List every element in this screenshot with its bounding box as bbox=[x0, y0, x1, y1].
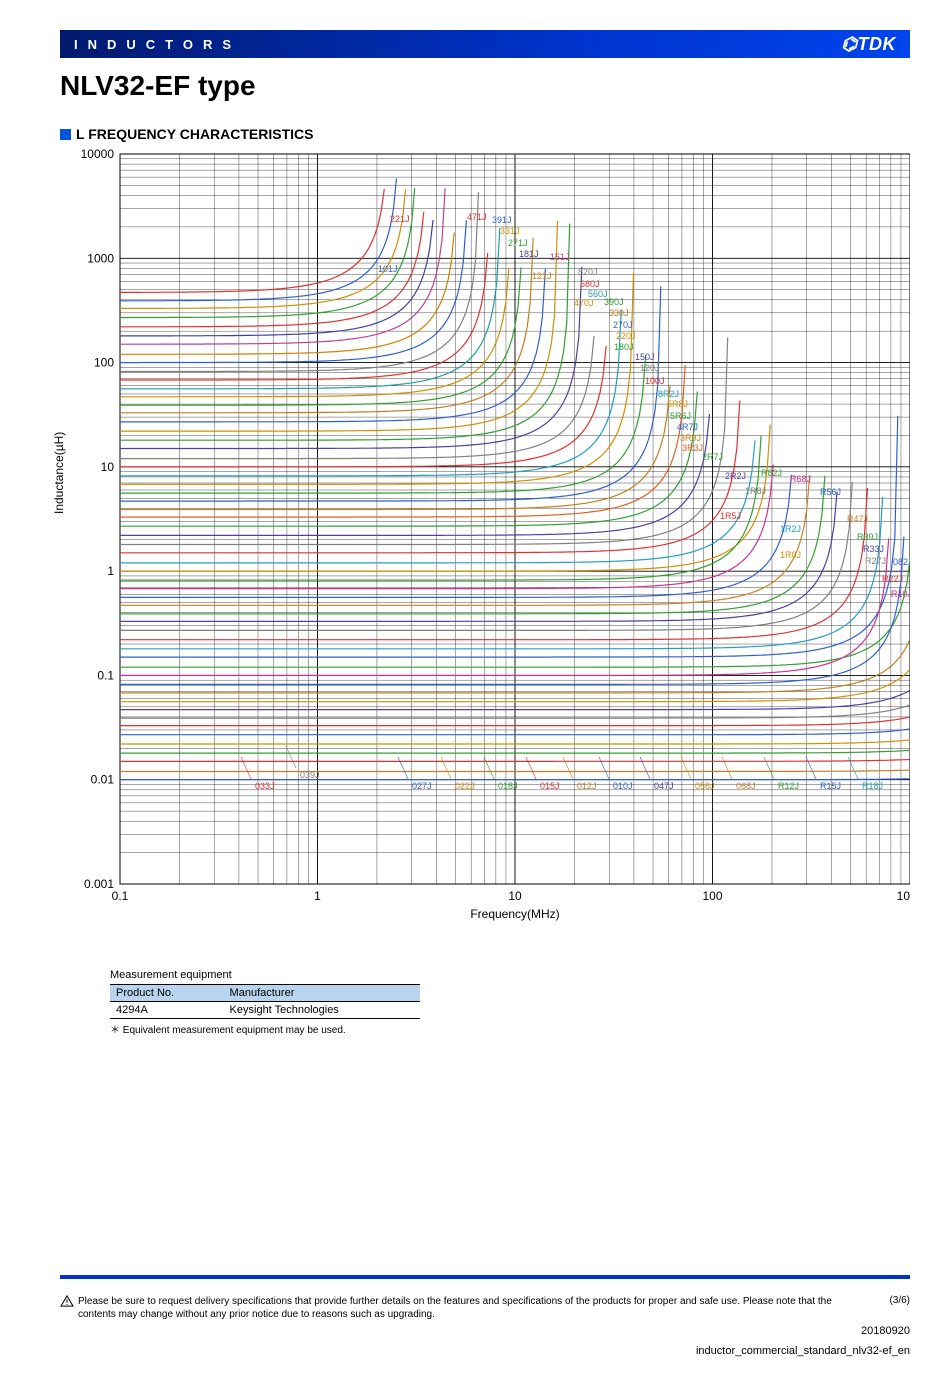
svg-text:R68J: R68J bbox=[790, 474, 811, 484]
svg-text:R18J: R18J bbox=[862, 781, 883, 791]
svg-text:1R5J: 1R5J bbox=[720, 511, 741, 521]
category-label: INDUCTORS bbox=[74, 37, 241, 52]
svg-text:010J: 010J bbox=[613, 781, 633, 791]
svg-text:015J: 015J bbox=[540, 781, 560, 791]
svg-text:047J: 047J bbox=[654, 781, 674, 791]
svg-text:330J: 330J bbox=[609, 308, 629, 318]
svg-text:331J: 331J bbox=[500, 226, 520, 236]
svg-text:470J: 470J bbox=[574, 298, 594, 308]
svg-text:820J: 820J bbox=[578, 267, 598, 277]
svg-text:027J: 027J bbox=[412, 781, 432, 791]
measurement-title: Measurement equipment bbox=[110, 969, 910, 981]
svg-text:3R9J: 3R9J bbox=[680, 433, 701, 443]
svg-text:1000: 1000 bbox=[897, 889, 910, 903]
svg-text:3R3J: 3R3J bbox=[682, 443, 703, 453]
svg-text:082J: 082J bbox=[893, 557, 910, 567]
table-header: Manufacturer bbox=[224, 985, 420, 1002]
svg-text:068J: 068J bbox=[736, 781, 756, 791]
svg-text:271J: 271J bbox=[508, 238, 528, 248]
svg-text:R56J: R56J bbox=[820, 487, 841, 497]
svg-text:150J: 150J bbox=[635, 352, 655, 362]
svg-text:R47J: R47J bbox=[847, 514, 868, 524]
table-row: 4294A Keysight Technologies bbox=[110, 1002, 420, 1019]
svg-text:10: 10 bbox=[101, 460, 115, 474]
svg-text:220J: 220J bbox=[616, 331, 636, 341]
svg-text:2R2J: 2R2J bbox=[725, 471, 746, 481]
measurement-block: Measurement equipment Product No. Manufa… bbox=[110, 969, 910, 1036]
table-cell: Keysight Technologies bbox=[224, 1002, 420, 1019]
svg-text:018J: 018J bbox=[498, 781, 518, 791]
svg-text:R12J: R12J bbox=[778, 781, 799, 791]
brand-logo: ⌬TDK bbox=[841, 34, 896, 55]
svg-text:1000: 1000 bbox=[87, 251, 114, 265]
svg-text:0.1: 0.1 bbox=[97, 668, 114, 682]
svg-text:1R0J: 1R0J bbox=[780, 550, 801, 560]
svg-text:R10J: R10J bbox=[891, 589, 910, 599]
svg-text:100: 100 bbox=[702, 889, 722, 903]
svg-text:1: 1 bbox=[314, 889, 321, 903]
footer-date: 20180920 bbox=[861, 1325, 910, 1337]
svg-text:0.1: 0.1 bbox=[112, 889, 129, 903]
svg-text:101J: 101J bbox=[378, 264, 398, 274]
svg-text:033J: 033J bbox=[255, 781, 275, 791]
svg-text:056J: 056J bbox=[695, 781, 715, 791]
svg-text:2R7J: 2R7J bbox=[702, 452, 723, 462]
table-cell: 4294A bbox=[110, 1002, 224, 1019]
footer-warning: Please be sure to request delivery speci… bbox=[78, 1295, 870, 1321]
svg-text:R39J: R39J bbox=[857, 532, 878, 542]
svg-text:10000: 10000 bbox=[81, 147, 115, 161]
svg-text:022J: 022J bbox=[455, 781, 475, 791]
svg-text:4R7J: 4R7J bbox=[677, 422, 698, 432]
svg-text:1R8J: 1R8J bbox=[745, 486, 766, 496]
measurement-table: Product No. Manufacturer 4294A Keysight … bbox=[110, 984, 420, 1019]
svg-text:151J: 151J bbox=[550, 252, 570, 262]
svg-text:0.001: 0.001 bbox=[84, 877, 114, 891]
svg-text:R22J: R22J bbox=[882, 574, 903, 584]
svg-text:390J: 390J bbox=[604, 297, 624, 307]
svg-text:100J: 100J bbox=[645, 376, 665, 386]
svg-text:6R8J: 6R8J bbox=[667, 399, 688, 409]
svg-text:Frequency(MHz): Frequency(MHz) bbox=[470, 907, 559, 921]
footer-doc-id: inductor_commercial_standard_nlv32-ef_en bbox=[696, 1345, 910, 1357]
section-heading: L FREQUENCY CHARACTERISTICS bbox=[60, 126, 910, 142]
footer-text: Please be sure to request delivery speci… bbox=[60, 1295, 910, 1321]
svg-text:221J: 221J bbox=[390, 214, 410, 224]
svg-text:391J: 391J bbox=[492, 215, 512, 225]
warning-icon bbox=[60, 1295, 74, 1307]
svg-text:5R6J: 5R6J bbox=[670, 411, 691, 421]
section-bullet-icon bbox=[60, 129, 71, 140]
svg-text:680J: 680J bbox=[580, 279, 600, 289]
svg-text:1: 1 bbox=[107, 564, 114, 578]
svg-text:R82J: R82J bbox=[761, 468, 782, 478]
svg-text:10: 10 bbox=[508, 889, 522, 903]
svg-text:8R2J: 8R2J bbox=[658, 389, 679, 399]
table-header: Product No. bbox=[110, 985, 224, 1002]
measurement-note: ＊ Equivalent measurement equipment may b… bbox=[110, 1021, 910, 1036]
svg-text:120J: 120J bbox=[640, 363, 660, 373]
page-title: NLV32-EF type bbox=[60, 70, 910, 102]
y-axis-label: Inductance(µH) bbox=[52, 432, 66, 514]
svg-text:100: 100 bbox=[94, 356, 114, 370]
footer-page: (3/6) bbox=[870, 1295, 910, 1321]
footer-rule bbox=[60, 1275, 910, 1279]
svg-text:0.01: 0.01 bbox=[91, 773, 115, 787]
svg-text:1R2J: 1R2J bbox=[780, 524, 801, 534]
svg-text:R33J: R33J bbox=[863, 544, 884, 554]
svg-text:012J: 012J bbox=[577, 781, 597, 791]
svg-text:121J: 121J bbox=[532, 271, 552, 281]
section-title: L FREQUENCY CHARACTERISTICS bbox=[76, 126, 314, 142]
svg-text:R15J: R15J bbox=[820, 781, 841, 791]
svg-text:180J: 180J bbox=[614, 342, 634, 352]
svg-text:471J: 471J bbox=[467, 212, 487, 222]
header-bar: INDUCTORS ⌬TDK bbox=[60, 30, 910, 58]
chart-container: Inductance(µH) 0.111010010000.0010.010.1… bbox=[60, 144, 910, 949]
svg-text:181J: 181J bbox=[519, 249, 539, 259]
svg-text:R27J: R27J bbox=[865, 556, 886, 566]
frequency-chart: 0.1 1 10 100 1000 0.001 0.01 0.1 1 10 100 1000 10000… bbox=[60, 144, 910, 944]
svg-text:039J: 039J bbox=[300, 770, 320, 780]
svg-text:270J: 270J bbox=[613, 320, 633, 330]
